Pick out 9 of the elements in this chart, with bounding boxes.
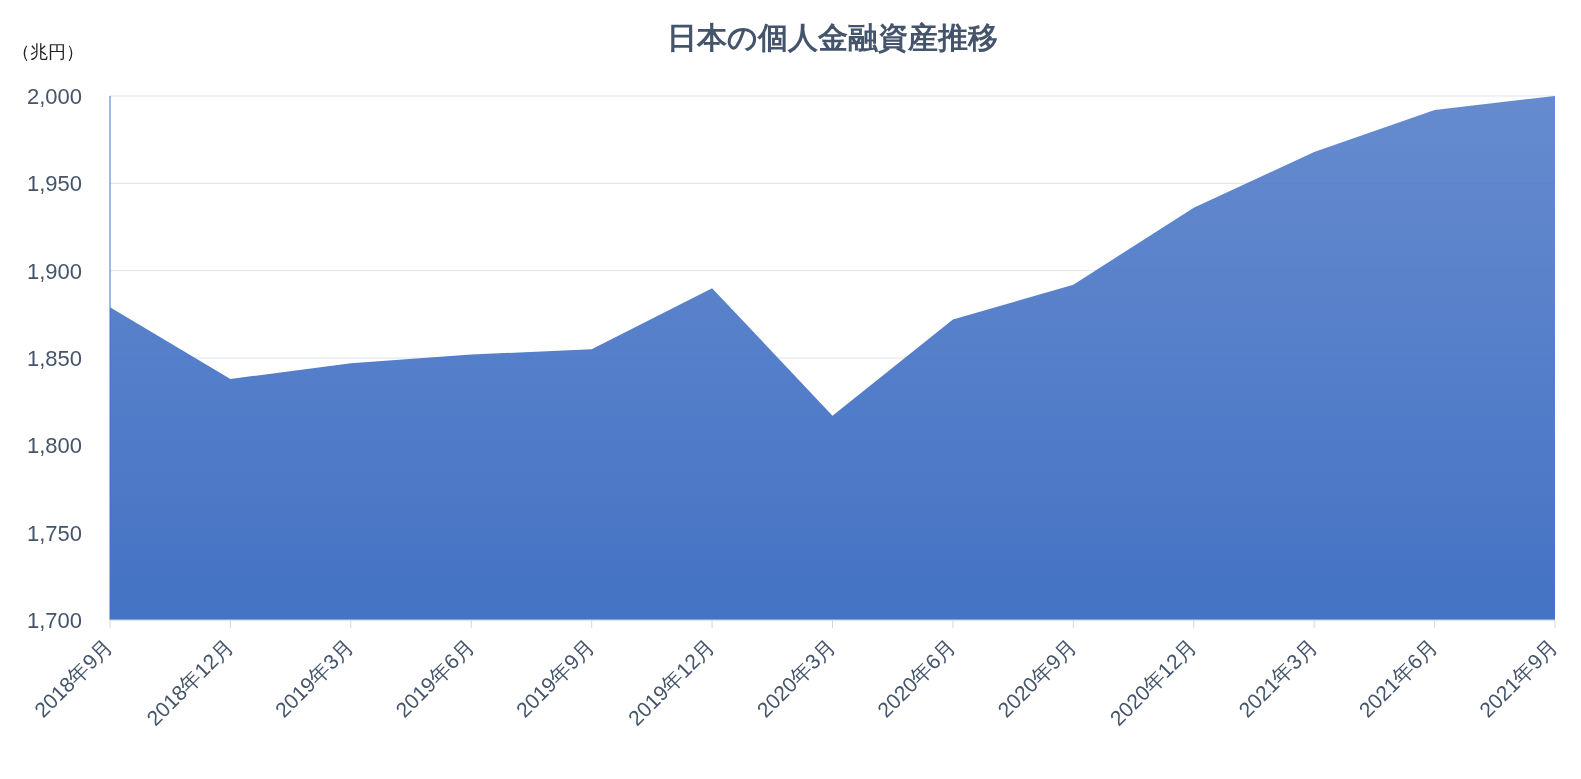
y-tick-label: 1,850 [26, 346, 82, 371]
y-tick-label: 1,900 [26, 258, 82, 284]
y-axis-title: （兆円） [12, 42, 84, 62]
chart-title: 日本の個人金融資産推移 [667, 21, 998, 54]
y-tick-label: 2,000 [26, 84, 82, 109]
y-tick-label: 1,800 [26, 433, 82, 459]
y-tick-label: 1,750 [26, 520, 82, 546]
y-tick-label: 1,950 [26, 171, 82, 197]
y-tick-label: 1,700 [26, 608, 82, 633]
